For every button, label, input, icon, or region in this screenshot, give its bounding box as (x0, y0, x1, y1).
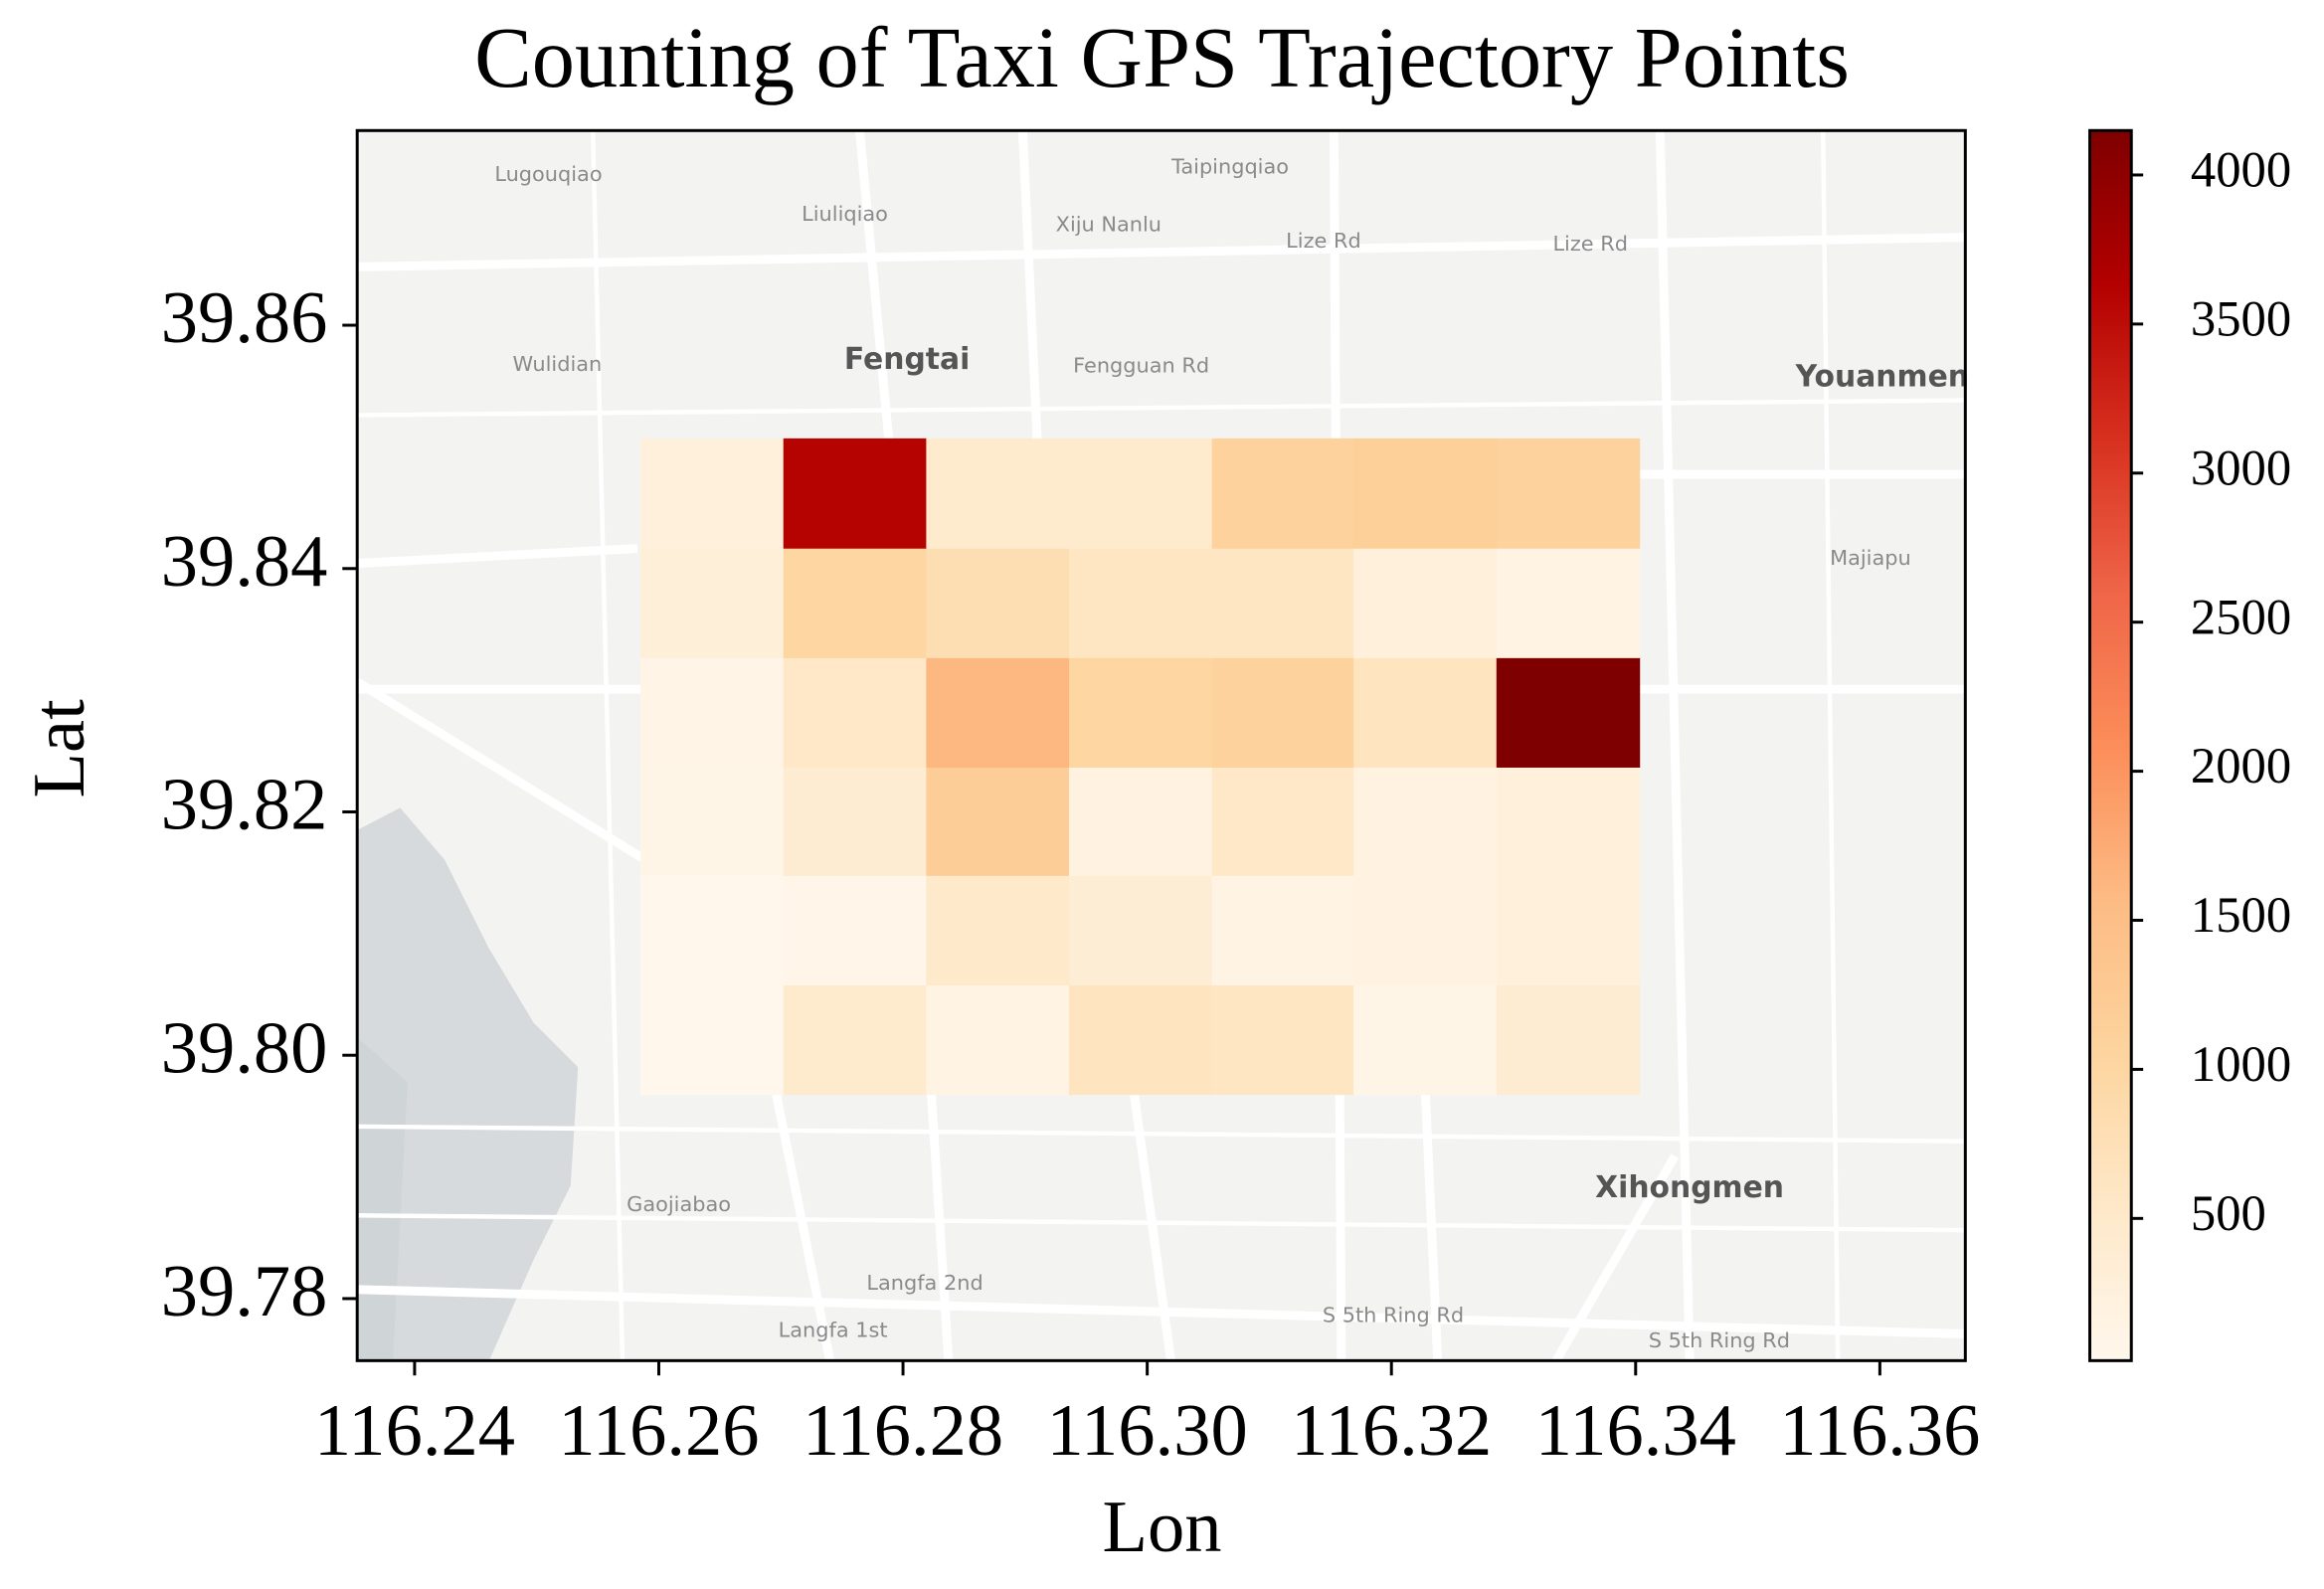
map-label: Xihongmen (1595, 1170, 1784, 1205)
heatmap-cell (1353, 767, 1498, 876)
colorbar (2088, 128, 2133, 1362)
colorbar-tick-label: 500 (2191, 1185, 2266, 1241)
colorbar-tick-label: 2500 (2191, 589, 2291, 644)
heatmap-cell (783, 657, 928, 768)
map-background (357, 130, 1966, 1361)
y-tick-label: 39.80 (161, 1007, 328, 1089)
chart-title: Counting of Taxi GPS Trajectory Points (474, 10, 1850, 105)
map-label: Lize Rd (1552, 232, 1628, 256)
x-tick-label: 116.30 (1047, 1390, 1248, 1472)
map-label: Taipingqiao (1170, 155, 1289, 179)
heatmap-cell (1496, 875, 1641, 985)
x-tick-label: 116.24 (314, 1390, 515, 1472)
y-tick-label: 39.78 (161, 1251, 328, 1332)
heatmap-cell (1211, 657, 1354, 768)
map-label: Langfa 1st (779, 1319, 888, 1342)
map-label: Xiju Nanlu (1056, 213, 1162, 237)
map-label: S 5th Ring Rd (1649, 1328, 1790, 1352)
map-label: Fengguan Rd (1073, 353, 1209, 377)
heatmap-cell (1353, 984, 1498, 1096)
map-label: Langfa 2nd (866, 1271, 983, 1295)
map-labels: Lugouqiao Liuliqiao Taipingqiao Xiju Nanlu L… (494, 155, 1969, 1352)
heatmap-cell (1353, 875, 1498, 985)
heatmap-cell (640, 875, 785, 985)
heatmap-cell (1069, 547, 1213, 658)
x-tick-label: 116.28 (803, 1390, 1003, 1472)
heatmap-cell (640, 438, 785, 549)
heatmap-cell (1353, 438, 1498, 549)
x-tick-label: 116.26 (558, 1390, 759, 1472)
heatmap-cell (1353, 657, 1498, 768)
map-label: Wulidian (513, 352, 603, 376)
heatmap-cell (1211, 984, 1354, 1096)
map-label: Liuliqiao (802, 202, 888, 226)
heatmap-cell (1353, 547, 1498, 658)
heatmap (640, 438, 1641, 1096)
colorbar-tick-label: 4000 (2191, 142, 2291, 198)
heatmap-cell (1069, 767, 1213, 876)
x-tick-label: 116.36 (1779, 1390, 1980, 1472)
map-label: Majiapu (1830, 546, 1911, 570)
heatmap-cell (1496, 547, 1641, 658)
map-label: Youanmen (1795, 360, 1969, 395)
colorbar-tick-label: 3000 (2191, 440, 2291, 495)
heatmap-cell (640, 547, 785, 658)
y-tick-label: 39.86 (161, 277, 328, 359)
x-axis-label: Lon (1102, 1487, 1221, 1568)
x-tick-label: 116.34 (1535, 1390, 1736, 1472)
colorbar-tick-label: 1500 (2191, 887, 2291, 943)
heatmap-cell (1211, 767, 1354, 876)
heatmap-cell (1496, 657, 1641, 768)
plot-frame (355, 128, 1967, 1362)
y-axis-label: Lat (19, 699, 100, 798)
heatmap-cell (1069, 875, 1213, 985)
heatmap-cell (1211, 547, 1354, 658)
heatmap-cell (640, 984, 785, 1096)
heatmap-cell (926, 984, 1070, 1096)
heatmap-cell (1069, 657, 1213, 768)
heatmap-cell (783, 767, 928, 876)
heatmap-cell (926, 657, 1070, 768)
colorbar-tick-label: 2000 (2191, 738, 2291, 794)
colorbar-tick-label: 3500 (2191, 290, 2291, 346)
heatmap-cell (926, 438, 1070, 549)
y-tick-label: 39.82 (161, 765, 328, 846)
heatmap-cell (1069, 438, 1213, 549)
heatmap-cell (1211, 438, 1354, 549)
y-tick-label: 39.84 (161, 521, 328, 603)
heatmap-cell (783, 984, 928, 1096)
heatmap-cell (640, 657, 785, 768)
map-label: Gaojiabao (626, 1192, 731, 1216)
heatmap-cell (640, 767, 785, 876)
heatmap-cell (1496, 984, 1641, 1096)
heatmap-cell (1496, 438, 1641, 549)
heatmap-cell (783, 438, 928, 549)
heatmap-cell (926, 547, 1070, 658)
heatmap-cell (783, 547, 928, 658)
map-label: Lize Rd (1286, 229, 1361, 253)
colorbar-tick-label: 1000 (2191, 1036, 2291, 1092)
heatmap-cell (783, 875, 928, 985)
heatmap-cell (926, 875, 1070, 985)
x-tick-label: 116.32 (1291, 1390, 1492, 1472)
heatmap-cell (1069, 984, 1213, 1096)
map-label: Lugouqiao (494, 162, 602, 186)
heatmap-cell (1211, 875, 1354, 985)
map-label: Fengtai (844, 342, 970, 377)
map-label: S 5th Ring Rd (1323, 1304, 1464, 1327)
heatmap-cell (1496, 767, 1641, 876)
heatmap-cell (926, 767, 1070, 876)
